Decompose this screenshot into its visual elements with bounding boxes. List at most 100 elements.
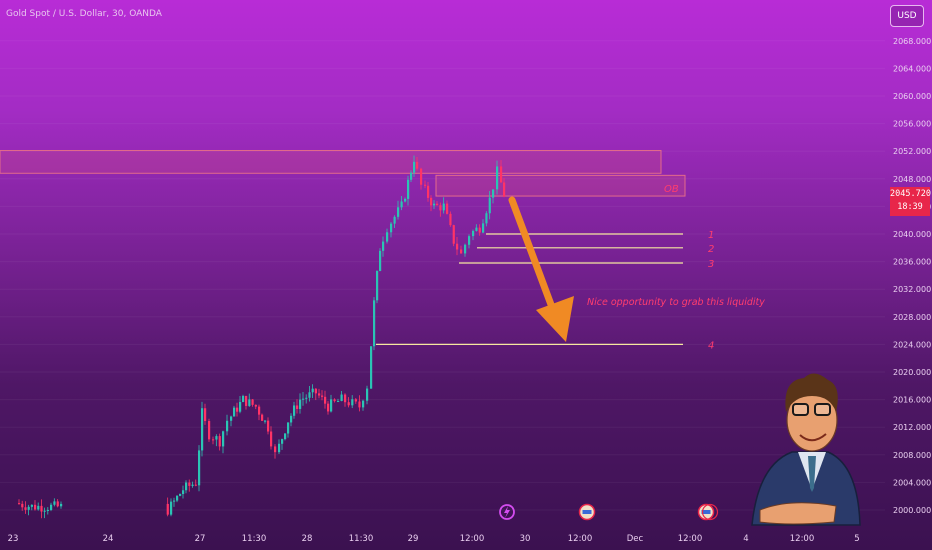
candle-body (492, 189, 495, 198)
candle-body (46, 509, 49, 511)
candle-body (416, 161, 419, 169)
y-tick-label: 2024.000 (893, 340, 931, 349)
candle-body (40, 505, 43, 512)
y-tick-label: 2028.000 (893, 313, 931, 322)
candle-body (442, 203, 445, 211)
candle-body (468, 236, 471, 245)
y-tick-label: 2064.000 (893, 64, 931, 73)
candle-body (358, 401, 361, 408)
candle-body (373, 300, 376, 347)
x-tick-label: Dec (627, 534, 644, 544)
candle-body (60, 503, 63, 507)
currency-button[interactable]: USD (890, 5, 924, 27)
candle-body (327, 403, 330, 412)
candle-body (248, 399, 251, 406)
candle-body (170, 501, 173, 515)
candle-body (176, 495, 179, 501)
arrow-head (536, 296, 574, 342)
candle-body (351, 399, 354, 406)
candle-body (464, 244, 467, 254)
level-label-3: 3 (708, 259, 714, 270)
candle-body (27, 506, 30, 510)
symbol-title[interactable]: Gold Spot / U.S. Dollar, 30, OANDA (6, 9, 162, 19)
candle-body (376, 270, 379, 301)
x-tick-label: 28 (302, 534, 313, 544)
character-hair (785, 373, 838, 412)
candle-body (456, 243, 459, 250)
glasses-left (792, 403, 809, 416)
arrow-shaft (508, 196, 560, 322)
candle-body (242, 395, 245, 402)
y-tick-label: 2032.000 (893, 285, 931, 294)
candle-body (324, 396, 327, 404)
candle-body (296, 405, 299, 409)
candle-body (188, 482, 191, 486)
x-tick-label: 4 (743, 534, 748, 544)
candle-body (212, 439, 215, 441)
y-tick-label: 2036.000 (893, 258, 931, 267)
order-block-label: OB (664, 184, 679, 195)
candle-body (274, 446, 277, 453)
character-illustration (751, 373, 861, 526)
candle-body (290, 415, 293, 423)
candle-body (393, 216, 396, 224)
y-tick-label: 2000.000 (893, 506, 931, 515)
liquidity-levels: 1 2 3 4 Nice opportunity to grab this liquid… (376, 230, 765, 351)
x-tick-label: 12:00 (678, 534, 703, 544)
bar-countdown: 18:39 (897, 202, 923, 212)
y-tick-label: 2008.000 (893, 451, 931, 460)
candle-body (34, 504, 37, 510)
level-label-2: 2 (708, 244, 714, 255)
x-tick-label: 12:00 (568, 534, 593, 544)
candle-body (56, 501, 59, 507)
y-tick-label: 2068.000 (893, 37, 931, 46)
price-axis[interactable]: 2000.000 2004.000 2008.000 2012.000 2016.000… (893, 37, 931, 515)
candle-body (264, 420, 267, 422)
candle-body (208, 421, 211, 440)
supply-zone (0, 150, 662, 174)
candle-body (18, 503, 21, 505)
grid (0, 40, 885, 511)
candle-body (436, 203, 439, 206)
candle-body (330, 399, 333, 412)
candle-body (347, 402, 350, 406)
candle-body (233, 407, 236, 417)
character-arms (759, 502, 837, 525)
x-tick-label: 12:00 (460, 534, 485, 544)
candle-body (420, 168, 423, 185)
candle-body (354, 399, 357, 402)
candle-body (449, 213, 452, 226)
candle-body (191, 484, 194, 486)
candle-body (410, 172, 413, 180)
candle-body (496, 166, 499, 190)
candle-body (204, 408, 207, 422)
candle-body (333, 399, 336, 402)
y-tick-label: 2016.000 (893, 396, 931, 405)
candle-body (482, 223, 485, 233)
candle-body (397, 207, 400, 217)
candle-body (302, 398, 305, 400)
lightning-icon (504, 506, 510, 518)
x-tick-label: 11:30 (349, 534, 374, 544)
y-tick-label: 2048.000 (893, 175, 931, 184)
flag-icon (701, 510, 711, 514)
candle-body (400, 201, 403, 208)
candle-body (386, 232, 389, 242)
y-tick-label: 2004.000 (893, 478, 931, 487)
candle-body (194, 484, 197, 486)
candle-body (413, 161, 416, 173)
candle-body (407, 179, 410, 199)
candle-body (321, 395, 324, 397)
candle-body (278, 443, 281, 453)
candle-body (245, 395, 248, 406)
candle-body (218, 436, 221, 447)
candle-body (305, 397, 308, 399)
character-tie (808, 456, 816, 492)
flag-icon (582, 510, 592, 514)
y-tick-label: 2052.000 (893, 147, 931, 156)
y-tick-label: 2056.000 (893, 120, 931, 129)
candle-body (182, 490, 185, 494)
time-axis[interactable]: 23 24 27 11:30 28 11:30 29 12:00 30 12:00 Dec 12:00… (8, 534, 860, 544)
x-tick-label: 27 (195, 534, 206, 544)
